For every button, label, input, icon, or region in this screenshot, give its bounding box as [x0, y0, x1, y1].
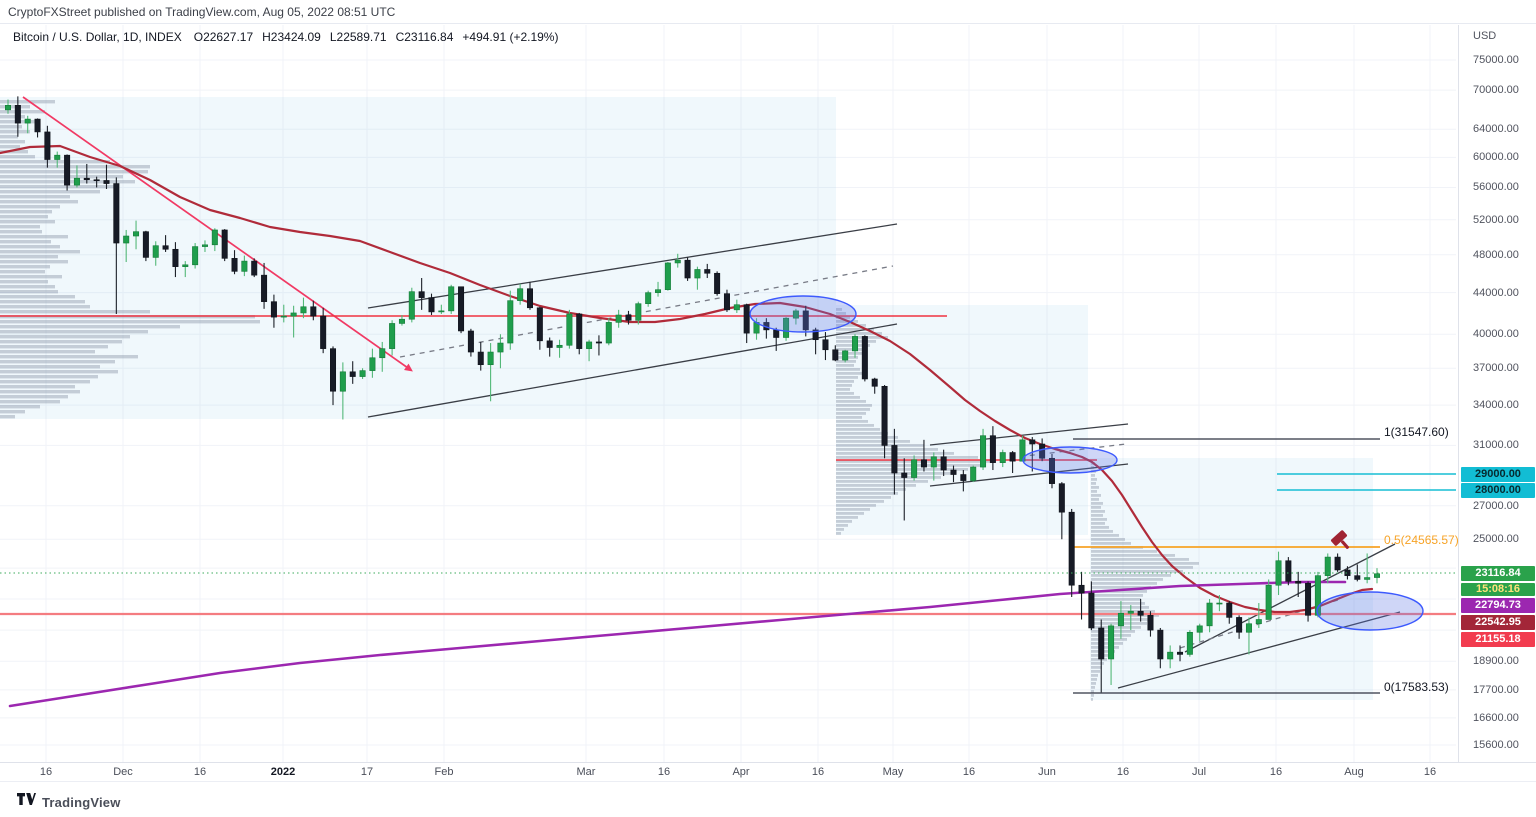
price-axis-label: 40000.00 — [1473, 328, 1519, 341]
tradingview-logo[interactable]: TradingView — [17, 793, 121, 811]
price-axis-label: 70000.00 — [1473, 84, 1519, 97]
time-axis[interactable]: 16 Dec 16 2022 17 Feb Mar 16 Apr 16 May 16 Jun 16 Jul 1… — [0, 762, 1536, 782]
highlight-ellipse — [1316, 591, 1424, 631]
price-axis-label: 60000.00 — [1473, 151, 1519, 164]
fib-label-1[interactable]: 1(31547.60) — [1384, 425, 1449, 439]
price-axis-label: 27000.00 — [1473, 499, 1519, 512]
slow-ma — [8, 580, 1347, 708]
channel-upper — [367, 223, 898, 309]
tradingview-logo-text: TradingView — [42, 794, 121, 810]
resistance-28000-badge[interactable]: 28000.00 — [1461, 483, 1535, 498]
channel-mid — [399, 265, 894, 358]
moving-averages-layer — [0, 144, 1374, 708]
price-axis-label: 15600.00 — [1473, 739, 1519, 751]
ohlc-close: C23116.84 — [395, 30, 454, 44]
bar-countdown-badge[interactable]: 15:08:16 — [1461, 583, 1535, 597]
price-axis-label: 31000.00 — [1473, 439, 1519, 452]
axis-currency-label: USD — [1473, 30, 1497, 42]
time-axis-label[interactable]: May — [882, 766, 904, 778]
wedge-lower — [1117, 611, 1401, 689]
time-axis-label[interactable]: 2022 — [270, 766, 296, 778]
wedge-upper — [1184, 543, 1396, 653]
time-axis-label[interactable]: Dec — [113, 766, 133, 778]
highlight-ellipse — [749, 295, 857, 333]
pink-arrowhead-icon — [404, 363, 413, 372]
price-axis-label: 48000.00 — [1473, 248, 1519, 261]
fib-label-05[interactable]: 0.5(24565.57) — [1384, 533, 1459, 547]
price-axis-label: 16600.00 — [1473, 711, 1519, 724]
gavel-icon — [1330, 530, 1350, 549]
time-axis-label[interactable]: Jun — [1038, 766, 1056, 778]
fib-retracement-layer — [1073, 438, 1380, 694]
last-price-badge[interactable]: 23116.84 — [1461, 566, 1535, 582]
time-axis-label[interactable]: Aug — [1344, 766, 1364, 778]
red-ma-value-badge[interactable]: 22542.95 — [1461, 615, 1535, 631]
channel-lower — [367, 323, 898, 418]
price-axis-label: 75000.00 — [1473, 54, 1519, 66]
symbol-legend[interactable]: Bitcoin / U.S. Dollar, 1D, INDEX O22627.1… — [13, 30, 567, 44]
time-axis-label[interactable]: Apr — [732, 766, 750, 778]
time-axis-label[interactable]: 16 — [1423, 766, 1437, 778]
price-axis-label: 52000.00 — [1473, 213, 1519, 226]
price-chart-canvas[interactable] — [0, 25, 1536, 762]
time-axis-label[interactable]: 16 — [193, 766, 207, 778]
price-axis-label: 34000.00 — [1473, 399, 1519, 412]
grid-layer — [0, 25, 1456, 762]
time-axis-label[interactable]: 17 — [360, 766, 374, 778]
highlight-ellipse — [1022, 446, 1118, 474]
price-axis-label: 56000.00 — [1473, 181, 1519, 194]
purple-ma-value-badge[interactable]: 22794.73 — [1461, 598, 1535, 614]
highlight-boxes-layer — [0, 97, 1373, 700]
support-line-badge[interactable]: 21155.18 — [1461, 632, 1535, 648]
ohlc-open: O22627.17 — [193, 30, 254, 44]
price-axis-label: 64000.00 — [1473, 123, 1519, 136]
price-axis-label: 18900.00 — [1473, 655, 1519, 668]
ohlc-low: L22589.71 — [329, 30, 387, 44]
time-axis-label[interactable]: 16 — [1116, 766, 1130, 778]
time-axis-label[interactable]: Feb — [434, 766, 454, 778]
ellipse-annotations-layer — [749, 295, 1424, 631]
time-axis-label[interactable]: Mar — [576, 766, 596, 778]
time-axis-label[interactable]: 16 — [962, 766, 976, 778]
fib-label-0[interactable]: 0(17583.53) — [1384, 680, 1449, 694]
fast-ma — [0, 144, 1374, 614]
resistance-29000-badge[interactable]: 29000.00 — [1461, 467, 1535, 482]
flag-upper — [929, 423, 1129, 446]
price-axis-label: 17700.00 — [1473, 683, 1519, 696]
time-axis-label[interactable]: Jul — [1191, 766, 1207, 778]
candles-layer — [5, 96, 1381, 693]
ohlc-high: H23424.09 — [262, 30, 321, 44]
ohlc-change: +494.91 (+2.19%) — [462, 30, 559, 44]
tradingview-mark-icon — [17, 793, 36, 811]
time-axis-label[interactable]: 16 — [39, 766, 53, 778]
time-axis-label[interactable]: 16 — [1269, 766, 1283, 778]
symbol-title[interactable]: Bitcoin / U.S. Dollar, 1D, INDEX — [13, 30, 182, 44]
price-axis[interactable]: USD 75000.00 70000.00 64000.00 60000.00 5600… — [1458, 25, 1536, 762]
time-axis-label[interactable]: 16 — [811, 766, 825, 778]
price-axis-label: 25000.00 — [1473, 533, 1519, 546]
published-attribution: CryptoFXStreet published on TradingView.… — [0, 0, 1536, 24]
price-axis-label: 37000.00 — [1473, 362, 1519, 375]
price-axis-label: 44000.00 — [1473, 286, 1519, 299]
time-axis-label[interactable]: 16 — [657, 766, 671, 778]
